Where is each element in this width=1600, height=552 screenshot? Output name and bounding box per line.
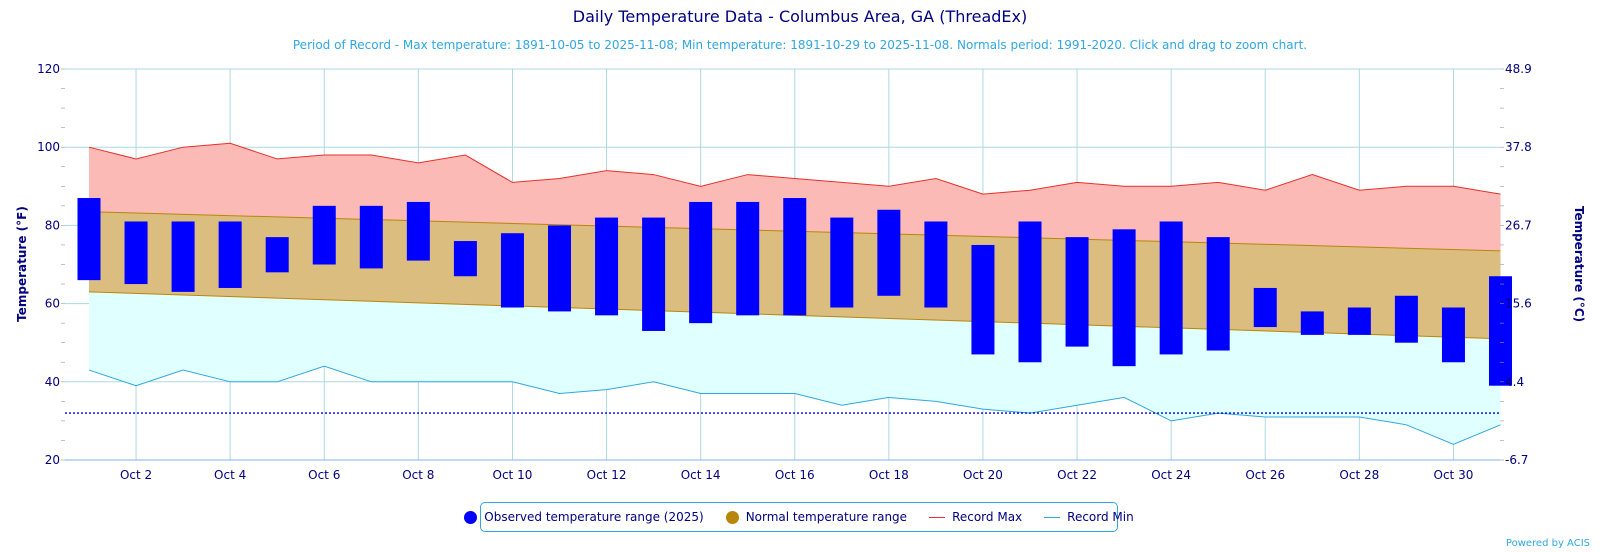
legend-item-normal[interactable]: Normal temperature range <box>725 510 908 524</box>
observed-bar-oct-6[interactable] <box>312 205 336 265</box>
x-tick-label-oct-28: Oct 28 <box>1339 468 1379 482</box>
x-tick-label-oct-4: Oct 4 <box>214 468 246 482</box>
observed-bar-oct-7[interactable] <box>359 205 383 269</box>
x-tick-label-oct-26: Oct 26 <box>1245 468 1285 482</box>
observed-bar-oct-1[interactable] <box>77 198 101 281</box>
y2-tick-label-4.4: 4.4 <box>1505 375 1524 389</box>
y-tick-label-120: 120 <box>37 62 60 76</box>
x-tick-label-oct-18: Oct 18 <box>869 468 909 482</box>
observed-bar-oct-29[interactable] <box>1394 295 1418 343</box>
y-tick-label-80: 80 <box>45 218 60 232</box>
observed-bar-oct-17[interactable] <box>830 217 854 308</box>
chart-subtitle: Period of Record - Max temperature: 1891… <box>292 38 1308 52</box>
y-tick-label-100: 100 <box>37 140 60 154</box>
observed-bar-oct-19[interactable] <box>924 221 948 308</box>
observed-bar-oct-8[interactable] <box>406 201 430 261</box>
y-axis-title-left: Temperature (°F) <box>15 206 29 322</box>
observed-bar-oct-4[interactable] <box>218 221 242 288</box>
legend: Observed temperature range (2025) Normal… <box>464 502 1134 532</box>
y2-tick-label-26.7: 26.7 <box>1505 218 1532 232</box>
observed-bar-oct-24[interactable] <box>1159 221 1183 355</box>
x-tick-label-oct-30: Oct 30 <box>1434 468 1474 482</box>
observed-bar-oct-20[interactable] <box>971 244 995 355</box>
legend-dot-normal <box>725 510 739 524</box>
y-tick-label-20: 20 <box>45 453 60 467</box>
observed-bar-oct-31[interactable] <box>1489 276 1512 386</box>
observed-bar-oct-10[interactable] <box>500 233 524 308</box>
x-tick-label-oct-24: Oct 24 <box>1151 468 1191 482</box>
y2-tick-label-48.9: 48.9 <box>1505 62 1532 76</box>
y2-tick-label-37.8: 37.8 <box>1505 140 1532 154</box>
y-tick-label-60: 60 <box>45 297 60 311</box>
observed-bar-oct-9[interactable] <box>453 241 477 277</box>
observed-bar-oct-30[interactable] <box>1441 307 1465 363</box>
legend-item-record-min[interactable]: Record Min <box>1044 510 1134 524</box>
legend-label-record-max: Record Max <box>952 510 1023 524</box>
temperature-chart[interactable]: 20 40 60 80 100 120 -6.7 4.4 15.6 26.7 37.8 48.9 Oct… <box>0 0 1600 500</box>
axes: 20 40 60 80 100 120 -6.7 4.4 15.6 26.7 37.8 48.9 Oct… <box>37 62 1532 482</box>
observed-bar-oct-23[interactable] <box>1112 229 1136 367</box>
legend-item-record-max[interactable]: Record Max <box>929 510 1022 524</box>
chart-title: Daily Temperature Data - Columbus Area, … <box>572 7 1028 26</box>
observed-bar-oct-16[interactable] <box>783 198 807 316</box>
x-tick-label-oct-8: Oct 8 <box>402 468 434 482</box>
record-min-line <box>88 365 1501 445</box>
x-tick-label-oct-12: Oct 12 <box>587 468 627 482</box>
observed-bar-oct-3[interactable] <box>171 221 195 292</box>
observed-bar-oct-2[interactable] <box>124 221 148 285</box>
x-tick-label-oct-22: Oct 22 <box>1057 468 1097 482</box>
observed-bar-oct-14[interactable] <box>689 201 713 324</box>
powered-by-acis-link[interactable]: Powered by ACIS <box>1505 538 1590 549</box>
observed-bar-oct-27[interactable] <box>1300 311 1324 335</box>
record-min-area <box>89 291 1501 445</box>
observed-bar-oct-13[interactable] <box>642 217 666 331</box>
x-tick-label-oct-20: Oct 20 <box>963 468 1003 482</box>
legend-line-record-max <box>929 516 946 518</box>
observed-bar-oct-26[interactable] <box>1253 287 1277 328</box>
legend-item-observed[interactable]: Observed temperature range (2025) <box>464 510 704 524</box>
x-tick-label-oct-16: Oct 16 <box>775 468 815 482</box>
record-max-line <box>88 142 1501 195</box>
legend-label-record-min: Record Min <box>1067 510 1134 524</box>
y-tick-label-40: 40 <box>45 375 60 389</box>
observed-bar-oct-25[interactable] <box>1206 237 1230 351</box>
observed-bar-oct-15[interactable] <box>736 201 760 316</box>
x-tick-label-oct-14: Oct 14 <box>681 468 721 482</box>
x-tick-label-oct-2: Oct 2 <box>120 468 152 482</box>
observed-bar-oct-18[interactable] <box>877 209 901 296</box>
observed-bar-oct-21[interactable] <box>1018 221 1042 363</box>
legend-dot-observed <box>464 510 478 524</box>
observed-bar-oct-11[interactable] <box>548 225 571 312</box>
observed-bar-oct-28[interactable] <box>1347 307 1371 335</box>
x-tick-label-oct-6: Oct 6 <box>308 468 340 482</box>
x-tick-label-oct-10: Oct 10 <box>493 468 533 482</box>
observed-bars[interactable] <box>77 198 1513 386</box>
legend-line-record-min <box>1044 516 1061 518</box>
observed-bar-oct-5[interactable] <box>265 237 289 273</box>
y2-tick-label-15.6: 15.6 <box>1505 297 1532 311</box>
y2-tick-label--6.7: -6.7 <box>1505 453 1528 467</box>
legend-label-normal: Normal temperature range <box>745 510 908 524</box>
record-max-area <box>89 143 1501 251</box>
y-axis-title-right: Temperature (°C) <box>1572 206 1586 322</box>
observed-bar-oct-12[interactable] <box>595 217 619 316</box>
observed-bar-oct-22[interactable] <box>1065 237 1089 347</box>
legend-label-observed: Observed temperature range (2025) <box>484 510 704 524</box>
